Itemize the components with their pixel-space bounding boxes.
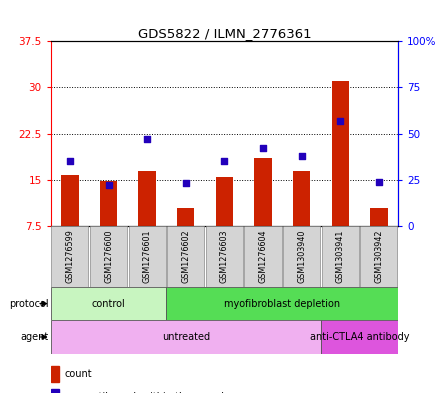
Bar	[51, 320, 321, 354]
Text: protocol: protocol	[9, 299, 48, 309]
Text: GSM1276599: GSM1276599	[66, 230, 74, 283]
Bar	[216, 177, 233, 226]
Point	[375, 178, 382, 185]
Text: GSM1276602: GSM1276602	[181, 230, 190, 283]
Bar	[51, 389, 59, 393]
Text: GSM1276600: GSM1276600	[104, 230, 113, 283]
Bar	[360, 226, 397, 287]
Bar	[90, 226, 127, 287]
Point	[66, 158, 73, 164]
Point	[182, 180, 189, 187]
Bar	[332, 81, 349, 226]
Text: GSM1303941: GSM1303941	[336, 230, 345, 283]
Point	[337, 118, 344, 124]
Bar	[245, 226, 282, 287]
Bar	[322, 226, 359, 287]
Text: GSM1303940: GSM1303940	[297, 230, 306, 283]
Bar	[100, 181, 117, 226]
Point	[143, 136, 150, 142]
Text: GSM1276604: GSM1276604	[259, 230, 268, 283]
Bar	[51, 366, 59, 382]
Bar	[321, 320, 398, 354]
Bar	[293, 171, 310, 226]
Text: control: control	[92, 299, 125, 309]
Bar	[166, 287, 398, 320]
Text: myofibroblast depletion: myofibroblast depletion	[224, 299, 341, 309]
Bar	[139, 171, 156, 226]
Bar	[283, 226, 320, 287]
Bar	[128, 226, 166, 287]
Bar	[167, 226, 204, 287]
Bar	[254, 158, 272, 226]
Bar	[51, 287, 166, 320]
Bar	[51, 226, 88, 287]
Text: GSM1276601: GSM1276601	[143, 230, 152, 283]
Point	[221, 158, 228, 164]
Point	[105, 182, 112, 189]
Text: GSM1276603: GSM1276603	[220, 230, 229, 283]
Bar	[370, 208, 388, 226]
Text: count: count	[65, 369, 92, 379]
Bar	[177, 208, 194, 226]
Bar	[206, 226, 243, 287]
Point	[298, 152, 305, 159]
Text: percentile rank within the sample: percentile rank within the sample	[65, 392, 230, 393]
Title: GDS5822 / ILMN_2776361: GDS5822 / ILMN_2776361	[138, 27, 311, 40]
Text: untreated: untreated	[162, 332, 210, 342]
Bar	[61, 176, 79, 226]
Text: anti-CTLA4 antibody: anti-CTLA4 antibody	[310, 332, 409, 342]
Point	[260, 145, 267, 152]
Text: agent: agent	[20, 332, 48, 342]
Text: GSM1303942: GSM1303942	[374, 230, 383, 283]
